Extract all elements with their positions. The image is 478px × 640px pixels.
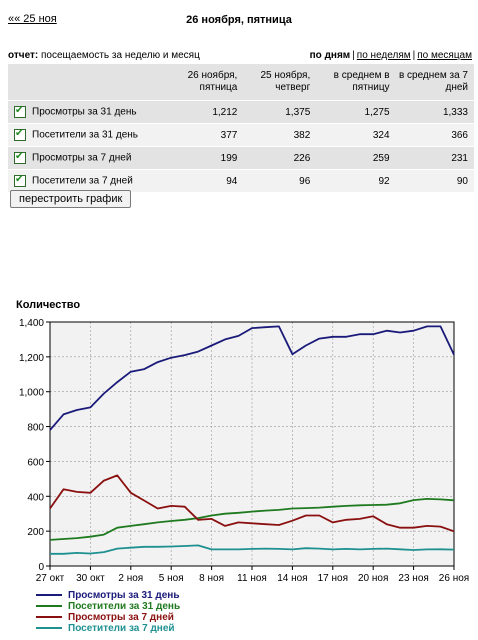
table-row: Посетители за 7 дней 94 96 92 90 xyxy=(8,169,474,193)
report-bar: отчет: посещаемость за неделю и месяц по… xyxy=(8,50,474,64)
report-label-value: посещаемость за неделю и месяц xyxy=(38,50,200,61)
table-row: Просмотры за 31 день 1,212 1,375 1,275 1… xyxy=(8,100,474,124)
table-cell: 366 xyxy=(395,123,474,147)
legend-label: Посетители за 31 день xyxy=(68,601,180,612)
report-label-key: отчет: xyxy=(8,50,39,61)
series-line-4 xyxy=(50,544,455,555)
row-label: Посетители за 7 дней xyxy=(32,175,133,187)
y-tick-label: 1,400 xyxy=(19,318,44,329)
x-tick-label: 26 ноя xyxy=(439,573,469,584)
table-cell: 324 xyxy=(316,123,396,147)
table-header-avg-7days: в среднем за 7 дней xyxy=(395,64,474,101)
legend-label: Посетители за 7 дней xyxy=(68,623,175,634)
y-tick-label: 600 xyxy=(27,457,44,468)
row-label: Просмотры за 7 дней xyxy=(32,152,132,164)
x-tick-label: 27 окт xyxy=(36,573,65,584)
legend-label: Просмотры за 7 дней xyxy=(68,612,174,623)
table-header-today: 26 ноября, пятница xyxy=(168,64,244,101)
x-tick-label: 8 ноя xyxy=(199,573,224,584)
rebuild-chart-button[interactable]: перестроить график xyxy=(10,190,132,208)
table-header-avg-weekday: в среднем в пятницу xyxy=(316,64,396,101)
previous-day-link[interactable]: «« 25 ноя xyxy=(8,13,57,25)
series-line-3 xyxy=(49,474,455,533)
view-by-days[interactable]: по дням xyxy=(309,50,351,61)
y-axis-title: Количество xyxy=(16,299,80,311)
x-tick-label: 11 ноя xyxy=(237,573,267,584)
checkbox-icon[interactable] xyxy=(14,152,26,164)
page-title: 26 ноября, пятница xyxy=(186,14,292,26)
checkbox-icon[interactable] xyxy=(14,106,26,118)
table-cell: 90 xyxy=(395,169,474,193)
table-cell: 1,275 xyxy=(316,100,396,124)
table-header-empty xyxy=(8,64,168,101)
checkbox-icon[interactable] xyxy=(14,175,26,187)
table-cell: 92 xyxy=(316,169,396,193)
visits-line-chart: 0 200 400 600 800 1,000 1,200 1,400 27 окт 30 окт… xyxy=(16,299,469,634)
view-switcher: по дням | по неделям | по месяцам xyxy=(309,50,472,61)
x-tick-label: 30 окт xyxy=(76,573,105,584)
y-tick-label: 1,000 xyxy=(19,388,44,399)
series-line-1 xyxy=(49,325,455,431)
table-cell: 231 xyxy=(395,146,474,170)
x-tick-label: 5 ноя xyxy=(159,573,184,584)
table-row: Просмотры за 7 дней 199 226 259 231 xyxy=(8,146,474,170)
table-cell: 1,212 xyxy=(168,100,244,124)
y-tick-label: 800 xyxy=(27,423,44,434)
legend-label: Просмотры за 31 день xyxy=(68,590,179,601)
table-cell: 199 xyxy=(168,146,244,170)
stats-table: 26 ноября, пятница 25 ноября, четверг в … xyxy=(8,64,474,193)
x-tick-label: 20 ноя xyxy=(358,573,388,584)
table-row: Посетители за 31 день 377 382 324 366 xyxy=(8,123,474,147)
checkbox-icon[interactable] xyxy=(14,129,26,141)
row-label: Просмотры за 31 день xyxy=(32,106,137,118)
table-cell: 259 xyxy=(316,146,396,170)
x-tick-label: 23 ноя xyxy=(398,573,428,584)
table-cell: 94 xyxy=(168,169,244,193)
row-label: Посетители за 31 день xyxy=(32,129,138,141)
table-cell: 226 xyxy=(243,146,317,170)
table-cell: 1,333 xyxy=(395,100,474,124)
table-header-row: 26 ноября, пятница 25 ноября, четверг в … xyxy=(8,64,474,101)
table-cell: 377 xyxy=(168,123,244,147)
y-tick-label: 400 xyxy=(27,492,44,503)
y-tick-label: 1,200 xyxy=(19,353,44,364)
y-tick-label: 0 xyxy=(38,562,44,573)
series-line-2 xyxy=(49,497,455,541)
x-tick-label: 2 ноя xyxy=(118,573,143,584)
report-label: отчет: посещаемость за неделю и месяц xyxy=(8,50,200,61)
table-cell: 1,375 xyxy=(243,100,317,124)
view-by-weeks[interactable]: по неделям xyxy=(356,50,411,61)
view-by-months[interactable]: по месяцам xyxy=(417,50,472,61)
x-tick-label: 17 ноя xyxy=(318,573,348,584)
table-cell: 96 xyxy=(243,169,317,193)
table-cell: 382 xyxy=(243,123,317,147)
table-header-yesterday: 25 ноября, четверг xyxy=(243,64,317,101)
x-tick-label: 14 ноя xyxy=(277,573,307,584)
y-tick-label: 200 xyxy=(27,527,44,538)
top-bar: «« 25 ноя 26 ноября, пятница xyxy=(0,0,478,42)
